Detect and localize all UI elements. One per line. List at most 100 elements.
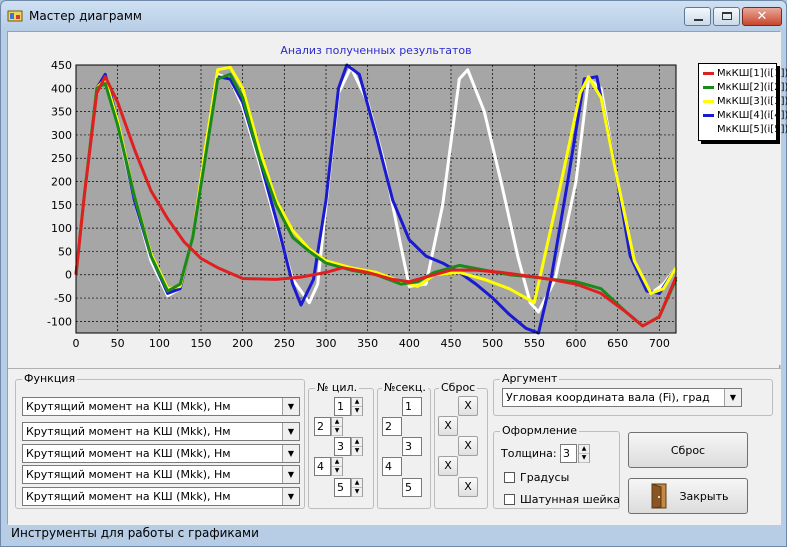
chevron-down-icon: ▼	[282, 466, 299, 483]
control-panel: Функция Крутящий момент на КШ (Mkk), Нм ▼…	[8, 368, 781, 525]
x-tick-label: 50	[111, 337, 125, 350]
app-icon	[7, 10, 23, 22]
cylinder-5-input[interactable]: 5	[334, 478, 351, 497]
cylinder-group-label: № цил.	[315, 381, 360, 394]
legend-swatch	[703, 114, 714, 117]
checkbox-icon	[504, 494, 515, 505]
function-combo-2[interactable]: Крутящий момент на КШ (Mkk), Нм ▼	[22, 422, 300, 441]
cylinder-4-spinner[interactable]: ▲ ▼	[331, 457, 343, 476]
maximize-icon	[722, 12, 732, 20]
chart: Анализ полученных результатов 0 50 100 150 20…	[47, 44, 678, 350]
close-icon: ✕	[756, 9, 768, 24]
section-2-input[interactable]: 2	[382, 417, 402, 436]
y-tick-label: 400	[51, 82, 72, 95]
chart-legend: МкКШ[1](i[1]) МкКШ[2](i[2]) МкКШ[3](i[3]) М…	[698, 63, 787, 141]
legend-swatch	[703, 72, 714, 75]
thickness-input[interactable]: 3	[560, 444, 577, 463]
function-combo-5[interactable]: Крутящий момент на КШ (Mkk), Нм ▼	[22, 487, 300, 506]
y-tick-label: 250	[51, 152, 72, 165]
x-tick-label: 250	[274, 337, 295, 350]
spin-down-icon: ▼	[332, 467, 342, 476]
chevron-down-icon: ▼	[724, 389, 741, 406]
cylinder-4-input[interactable]: 4	[314, 457, 331, 476]
legend-item: МкКШ[2](i[2])	[703, 81, 787, 94]
chart-title: Анализ полученных результатов	[280, 44, 471, 57]
function-combo-1[interactable]: Крутящий момент на КШ (Mkk), Нм ▼	[22, 397, 300, 416]
y-tick-label: 50	[58, 245, 72, 258]
legend-item: МкКШ[5](i[5])	[703, 123, 787, 136]
x-tick-label: 650	[607, 337, 628, 350]
close-button-label: Закрыть	[679, 489, 729, 503]
cylinder-1-spinner[interactable]: ▲ ▼	[351, 397, 363, 416]
cylinder-group: № цил.	[308, 381, 374, 509]
reset-button-label: Сброс	[670, 443, 706, 457]
spin-up-icon: ▲	[352, 479, 362, 488]
status-bar: Инструменты для работы с графиками	[11, 526, 259, 540]
legend-item: МкКШ[4](i[4])	[703, 109, 787, 122]
legend-item: МкКШ[3](i[3])	[703, 95, 787, 108]
chevron-down-icon: ▼	[282, 423, 299, 440]
reset-row-1-button[interactable]: X	[458, 396, 478, 416]
x-tick-label: 550	[524, 337, 545, 350]
x-tick-label: 700	[649, 337, 670, 350]
cylinder-1-input[interactable]: 1	[334, 397, 351, 416]
argument-group-label: Аргумент	[500, 372, 560, 385]
reset-row-2-button[interactable]: X	[438, 416, 458, 436]
reset-row-4-button[interactable]: X	[438, 456, 458, 476]
function-combo-4-value: Крутящий момент на КШ (Mkk), Нм	[26, 468, 231, 481]
section-5-input[interactable]: 5	[402, 478, 422, 497]
cylinder-3-spinner[interactable]: ▲ ▼	[351, 437, 363, 456]
spin-down-icon: ▼	[352, 488, 362, 497]
thickness-spinner[interactable]: ▲ ▼	[578, 444, 590, 463]
reset-group: Сброс	[434, 381, 488, 509]
crank-checkbox[interactable]: Шатунная шейка	[504, 493, 620, 506]
legend-label: МкКШ[2](i[2])	[717, 82, 787, 93]
title-bar[interactable]: Мастер диаграмм ✕	[1, 1, 786, 31]
cylinder-2-input[interactable]: 2	[314, 417, 331, 436]
minimize-button[interactable]	[684, 7, 711, 26]
function-group: Функция	[15, 372, 305, 509]
reset-button[interactable]: Сброс	[628, 432, 748, 468]
function-combo-2-value: Крутящий момент на КШ (Mkk), Нм	[26, 425, 231, 438]
legend-label: МкКШ[1](i[1])	[717, 68, 787, 79]
maximize-button[interactable]	[713, 7, 740, 26]
legend-label: МкКШ[4](i[4])	[717, 110, 787, 121]
y-tick-label: -50	[54, 292, 72, 305]
spin-up-icon: ▲	[352, 398, 362, 407]
spin-up-icon: ▲	[332, 458, 342, 467]
argument-combo[interactable]: Угловая координата вала (Fi), град ▼	[502, 388, 742, 407]
cylinder-3-input[interactable]: 3	[334, 437, 351, 456]
x-tick-label: 150	[191, 337, 212, 350]
function-group-label: Функция	[22, 372, 78, 385]
spin-down-icon: ▼	[579, 454, 589, 463]
legend-label: МкКШ[5](i[5])	[717, 124, 787, 135]
x-tick-label: 0	[73, 337, 80, 350]
checkbox-icon	[504, 472, 515, 483]
spin-down-icon: ▼	[332, 427, 342, 436]
y-tick-label: 200	[51, 176, 72, 189]
legend-label: МкКШ[3](i[3])	[717, 96, 787, 107]
chevron-down-icon: ▼	[282, 488, 299, 505]
cylinder-2-spinner[interactable]: ▲ ▼	[331, 417, 343, 436]
y-tick-label: 450	[51, 59, 72, 72]
function-combo-3[interactable]: Крутящий момент на КШ (Mkk), Нм ▼	[22, 444, 300, 463]
reset-row-3-button[interactable]: X	[458, 436, 478, 456]
function-combo-5-value: Крутящий момент на КШ (Mkk), Нм	[26, 490, 231, 503]
function-combo-1-value: Крутящий момент на КШ (Mkk), Нм	[26, 400, 231, 413]
window-title: Мастер диаграмм	[29, 9, 142, 23]
reset-row-5-button[interactable]: X	[458, 477, 478, 497]
function-combo-4[interactable]: Крутящий момент на КШ (Mkk), Нм ▼	[22, 465, 300, 484]
x-tick-label: 400	[399, 337, 420, 350]
section-4-input[interactable]: 4	[382, 457, 402, 476]
x-tick-label: 600	[566, 337, 587, 350]
section-3-input[interactable]: 3	[402, 437, 422, 456]
section-1-input[interactable]: 1	[402, 397, 422, 416]
close-button[interactable]: Закрыть	[628, 478, 748, 514]
cylinder-5-spinner[interactable]: ▲ ▼	[351, 478, 363, 497]
argument-group: Аргумент	[493, 372, 773, 416]
degrees-checkbox[interactable]: Градусы	[504, 471, 569, 484]
y-tick-label: 150	[51, 199, 72, 212]
close-window-button[interactable]: ✕	[742, 7, 782, 26]
chevron-down-icon: ▼	[282, 398, 299, 415]
